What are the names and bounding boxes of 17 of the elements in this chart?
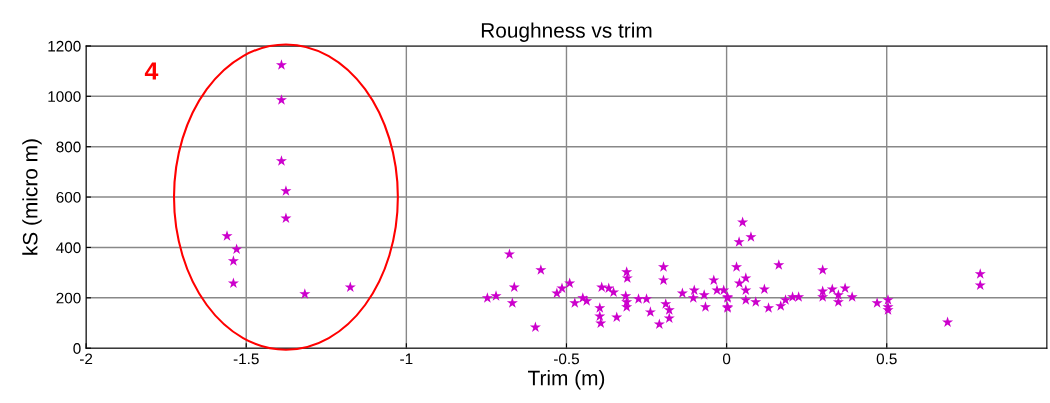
- chart-title: Roughness vs trim: [481, 22, 652, 42]
- y-tick-label: 800: [56, 141, 81, 153]
- y-tick-label: 0: [73, 343, 81, 354]
- x-axis-title: Trim (m): [528, 370, 605, 390]
- y-tick-label: 1000: [48, 91, 81, 102]
- y-tick-label: 1200: [48, 40, 81, 52]
- x-tick-label: -1: [400, 353, 413, 365]
- x-tick-label: -1.5: [233, 353, 259, 365]
- y-tick-label: 200: [56, 292, 81, 304]
- x-tick-label: 0: [722, 353, 731, 365]
- x-tick-label: -0.5: [553, 353, 579, 365]
- x-tick-label: -2: [79, 353, 93, 365]
- y-tick-label: 400: [56, 242, 81, 254]
- x-tick-label: 0.5: [876, 353, 897, 365]
- y-axis-title: kS (micro m): [22, 139, 42, 255]
- annotation: 4: [144, 62, 159, 80]
- y-tick-label: 600: [56, 191, 81, 203]
